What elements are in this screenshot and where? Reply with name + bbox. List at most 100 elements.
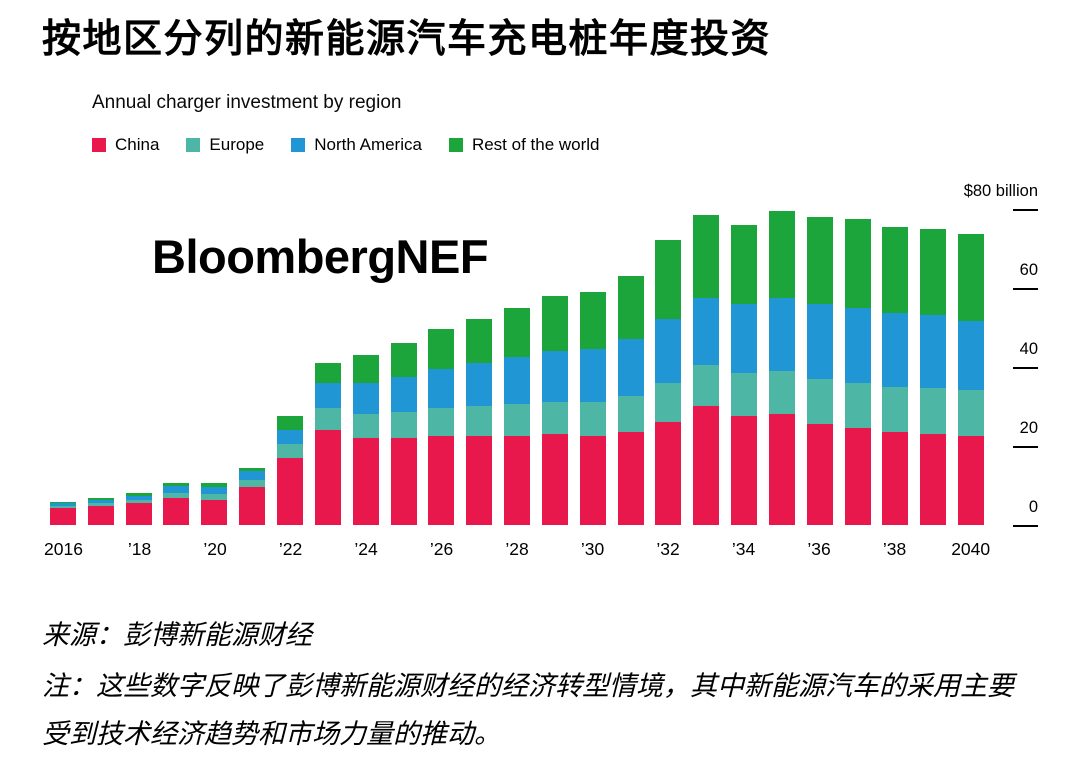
legend-label: Rest of the world: [471, 134, 600, 154]
x-tick-slot-2035: [762, 539, 800, 560]
segment-north-america-2016: [49, 503, 76, 507]
y-tick-label-60: 60: [1019, 260, 1038, 279]
segment-china-2033: [693, 406, 720, 525]
segment-china-2020: [201, 500, 228, 525]
bar-slot-2018: [120, 209, 158, 525]
bar-2026: [428, 329, 455, 525]
segment-china-2021: [239, 487, 266, 525]
bar-2038: [882, 226, 909, 525]
x-tick-slot-2037: [838, 539, 876, 560]
y-tick-mark-40: [1013, 366, 1038, 369]
bar-slot-2017: [82, 209, 120, 525]
segment-rest-of-the-world-2024: [352, 354, 379, 383]
segment-china-2034: [731, 416, 758, 525]
legend-item-europe: Europe: [186, 135, 264, 155]
segment-rest-of-the-world-2036: [806, 216, 833, 304]
bar-slot-2034: [725, 209, 763, 525]
x-tick-slot-2039: [913, 539, 951, 560]
segment-north-america-2020: [201, 486, 228, 494]
legend-item-china: China: [92, 135, 159, 155]
segment-china-2036: [806, 424, 833, 525]
segment-north-america-2035: [768, 297, 795, 371]
y-tick-label-20: 20: [1019, 418, 1038, 437]
segment-north-america-2037: [844, 307, 871, 383]
legend-label: China: [115, 134, 160, 154]
segment-europe-2026: [428, 408, 455, 436]
bar-2023: [314, 362, 341, 525]
bar-2020: [201, 483, 228, 525]
segment-europe-2037: [844, 382, 871, 428]
segment-china-2023: [314, 429, 341, 525]
bar-slot-2026: [422, 209, 460, 525]
bar-slot-2030: [574, 209, 612, 525]
x-tick-slot-2029: [536, 539, 574, 560]
segment-north-america-2033: [693, 297, 720, 365]
bar-2016: [49, 501, 76, 525]
segment-north-america-2029: [541, 350, 568, 403]
x-tick-label-2022: ’22: [278, 538, 303, 559]
segment-north-america-2040: [958, 321, 985, 391]
legend-item-rest-of-the-world: Rest of the world: [448, 134, 600, 155]
segment-china-2030: [579, 435, 606, 525]
segment-china-2024: [352, 437, 379, 525]
x-tick-slot-2024: ’24: [347, 539, 385, 560]
segment-china-2038: [882, 431, 909, 525]
segment-china-2032: [655, 422, 682, 525]
segment-europe-2028: [504, 404, 531, 436]
bar-2032: [655, 240, 682, 525]
legend-swatch-china: [92, 137, 106, 152]
bar-slot-2021: [233, 209, 271, 525]
bar-slot-2033: [687, 209, 725, 525]
segment-north-america-2021: [239, 471, 266, 481]
x-tick-label-2030: ’30: [580, 538, 605, 559]
bar-2019: [163, 483, 190, 525]
segment-north-america-2025: [390, 376, 417, 413]
segment-china-2025: [390, 437, 417, 525]
x-tick-label-2020: ’20: [203, 538, 227, 559]
bar-slot-2022: [271, 209, 309, 525]
bar-slot-2032: [650, 209, 688, 525]
segment-rest-of-the-world-2022: [276, 416, 303, 430]
bar-slot-2016: [44, 209, 82, 525]
segment-rest-of-the-world-2026: [428, 329, 455, 369]
legend-label: Europe: [209, 134, 265, 154]
segment-rest-of-the-world-2019: [163, 483, 190, 487]
bar-slot-2028: [498, 209, 536, 525]
bar-slot-2038: [877, 209, 915, 525]
x-tick-slot-2040: 2040: [951, 539, 990, 560]
segment-rest-of-the-world-2034: [731, 224, 758, 304]
segment-north-america-2027: [466, 362, 493, 407]
segment-china-2016: [49, 508, 76, 525]
segment-north-america-2036: [806, 303, 833, 379]
segment-rest-of-the-world-2020: [201, 483, 228, 487]
bar-slot-2029: [536, 209, 574, 525]
segment-europe-2021: [239, 480, 266, 488]
y-tick-mark-60: [1013, 287, 1038, 290]
legend-label: North America: [314, 134, 422, 154]
bar-2034: [731, 224, 758, 525]
x-tick-slot-2027: [460, 539, 498, 560]
bar-slot-2035: [763, 209, 801, 525]
segment-rest-of-the-world-2028: [504, 307, 531, 357]
segment-europe-2034: [731, 372, 758, 417]
segment-north-america-2026: [428, 368, 455, 409]
segment-north-america-2024: [352, 382, 379, 415]
x-tick-label-2040: 2040: [951, 538, 991, 559]
x-tick-slot-2028: ’28: [498, 539, 536, 560]
y-tick-label-0: 0: [1028, 497, 1038, 516]
bar-2030: [579, 291, 606, 525]
segment-europe-2027: [466, 406, 493, 436]
segment-europe-2023: [314, 408, 341, 430]
segment-north-america-2018: [125, 495, 152, 500]
x-tick-slot-2022: ’22: [272, 539, 310, 560]
segment-china-2039: [920, 433, 947, 525]
bar-2033: [693, 214, 720, 525]
source-text: 来源：彭博新能源财经: [42, 619, 312, 650]
bar-2021: [239, 467, 266, 525]
segment-china-2040: [958, 435, 985, 525]
x-tick-slot-2017: [83, 539, 121, 560]
plot-area: [44, 209, 990, 525]
bar-2025: [390, 343, 417, 525]
x-tick-slot-2021: [234, 539, 272, 560]
